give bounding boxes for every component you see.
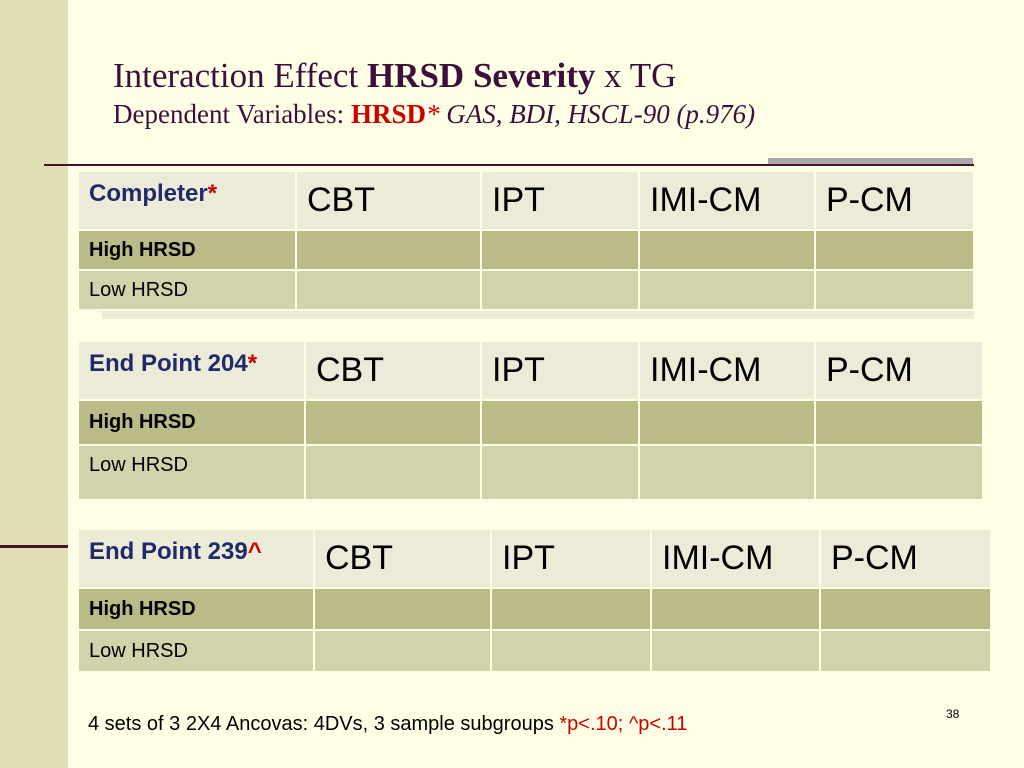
significance-marker: *: [207, 180, 218, 207]
table-completer: Completer* CBT IPT IMI-CM P-CM High HRSD…: [77, 170, 975, 311]
table-cell: [814, 229, 975, 271]
column-header: P-CM: [814, 340, 984, 401]
title-bold: HRSD Severity: [366, 56, 596, 95]
table-row: Low HRSD: [77, 444, 984, 501]
table-cell: [650, 629, 821, 673]
table-row: High HRSD: [77, 399, 984, 446]
table-cell: [819, 629, 992, 673]
table-cell: [313, 587, 492, 631]
title-line-1: Interaction Effect HRSD Severity x TG: [113, 55, 993, 97]
table-cell: [814, 269, 975, 311]
table-row: Low HRSD: [77, 269, 975, 311]
table-cell: [480, 399, 640, 446]
footnote-significance: *p<.10; ^p<.11: [559, 713, 688, 735]
slide-title: Interaction Effect HRSD Severity x TG De…: [113, 55, 993, 131]
column-header: IMI-CM: [650, 528, 821, 589]
table-label: Completer*: [77, 170, 297, 231]
table-cell: [814, 444, 984, 501]
table-cell: [304, 399, 482, 446]
table-row: Low HRSD: [77, 629, 992, 673]
column-header: CBT: [304, 340, 482, 401]
title-suffix: x TG: [595, 56, 677, 95]
table-cell: [819, 587, 992, 631]
row-label: High HRSD: [77, 587, 315, 631]
column-header: IMI-CM: [638, 340, 816, 401]
table-cell: [638, 444, 816, 501]
table-header-row: End Point 239^ CBT IPT IMI-CM P-CM: [77, 528, 992, 589]
significance-marker: ^: [247, 538, 262, 565]
subtitle-star: *: [425, 99, 440, 129]
slide-number: 38: [946, 707, 960, 721]
column-header: P-CM: [819, 528, 992, 589]
table-header-row: Completer* CBT IPT IMI-CM P-CM: [77, 170, 975, 231]
table-end-point-239: End Point 239^ CBT IPT IMI-CM P-CM High …: [77, 528, 992, 673]
title-line-2: Dependent Variables: HRSD* GAS, BDI, HSC…: [113, 97, 993, 131]
left-accent-bar: [0, 0, 68, 768]
row-label: Low HRSD: [77, 629, 315, 673]
title-prefix: Interaction Effect: [113, 56, 367, 95]
table-end-point-204: End Point 204* CBT IPT IMI-CM P-CM High …: [77, 340, 984, 501]
column-header: IPT: [490, 528, 652, 589]
table-label: End Point 239^: [77, 528, 315, 589]
footnote-text: 4 sets of 3 2X4 Ancovas: 4DVs, 3 sample …: [88, 713, 560, 735]
table-cell: [313, 629, 492, 673]
row-label: High HRSD: [77, 399, 306, 446]
table-header-row: End Point 204* CBT IPT IMI-CM P-CM: [77, 340, 984, 401]
table-cell: [814, 399, 984, 446]
column-header: IPT: [480, 340, 640, 401]
table-cell: [295, 229, 482, 271]
table-cell: [638, 399, 816, 446]
subtitle-variables: GAS, BDI, HSCL-90 (p.976): [439, 99, 756, 129]
subtitle-prefix: Dependent Variables:: [113, 99, 351, 129]
table-cell: [638, 229, 816, 271]
row-label: Low HRSD: [77, 269, 297, 311]
significance-marker: *: [247, 350, 258, 377]
table-cell: [480, 229, 640, 271]
table-row: High HRSD: [77, 587, 992, 631]
footnote: 4 sets of 3 2X4 Ancovas: 4DVs, 3 sample …: [88, 713, 687, 736]
table-cell: [480, 269, 640, 311]
table-cell: [650, 587, 821, 631]
table-cell: [490, 629, 652, 673]
table-cell: [295, 269, 482, 311]
column-header: CBT: [313, 528, 492, 589]
row-label: Low HRSD: [77, 444, 306, 501]
table-label: End Point 204*: [77, 340, 306, 401]
column-header: IMI-CM: [638, 170, 816, 231]
subtitle-hrsd: HRSD: [350, 99, 426, 129]
row-label: High HRSD: [77, 229, 297, 271]
column-header: CBT: [295, 170, 482, 231]
table-cell: [490, 587, 652, 631]
column-header: IPT: [480, 170, 640, 231]
table-cell: [638, 269, 816, 311]
title-divider-rule: [44, 164, 974, 166]
left-divider-rule: [0, 545, 68, 548]
table-shadow-strip: [102, 311, 974, 319]
table-cell: [480, 444, 640, 501]
table-cell: [304, 444, 482, 501]
title-gray-rule: [768, 158, 973, 166]
column-header: P-CM: [814, 170, 975, 231]
table-row: High HRSD: [77, 229, 975, 271]
